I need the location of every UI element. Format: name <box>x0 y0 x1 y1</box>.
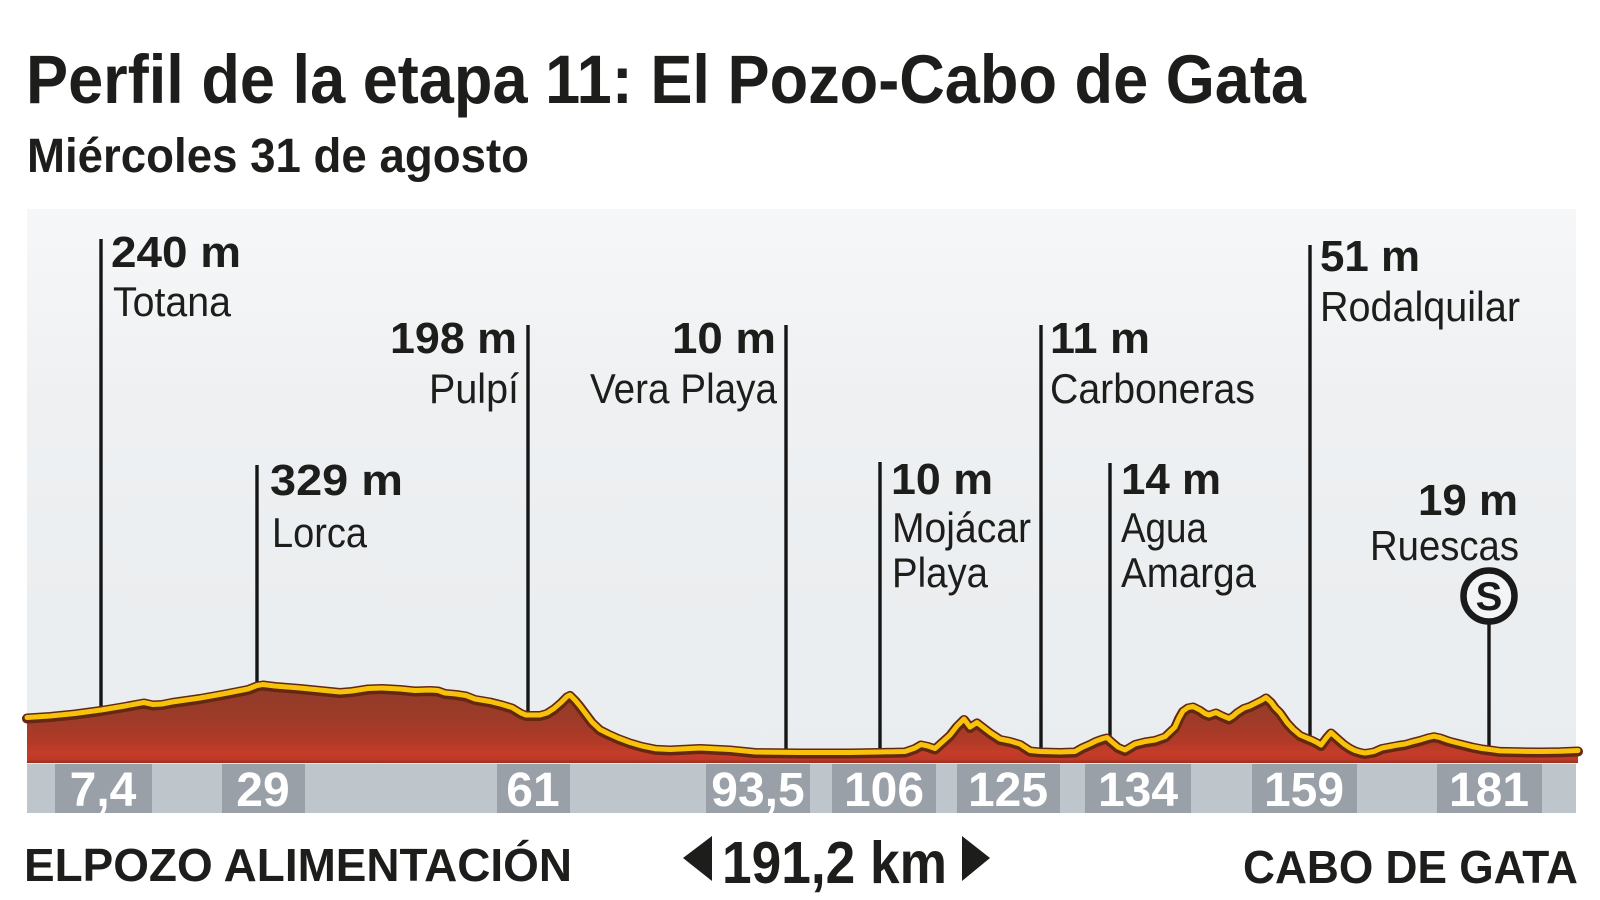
svg-text:ELPOZO ALIMENTACIÓN: ELPOZO ALIMENTACIÓN <box>24 839 572 891</box>
svg-text:329 m: 329 m <box>270 456 403 505</box>
svg-text:Perfil de la etapa 11: El Pozo: Perfil de la etapa 11: El Pozo-Cabo de G… <box>26 41 1307 118</box>
svg-text:29: 29 <box>236 764 289 817</box>
svg-text:198 m: 198 m <box>390 314 517 363</box>
svg-text:Totana: Totana <box>113 278 232 325</box>
svg-text:Lorca: Lorca <box>272 509 368 556</box>
svg-text:Pulpí: Pulpí <box>429 365 519 412</box>
svg-text:Vera Playa: Vera Playa <box>590 365 778 412</box>
svg-text:10 m: 10 m <box>891 455 993 504</box>
svg-text:11 m: 11 m <box>1050 314 1150 363</box>
svg-text:61: 61 <box>506 764 559 817</box>
svg-text:Mojácar: Mojácar <box>892 504 1031 551</box>
svg-text:51 m: 51 m <box>1320 232 1420 281</box>
svg-text:125: 125 <box>968 764 1048 817</box>
svg-text:159: 159 <box>1264 764 1344 817</box>
svg-text:Carboneras: Carboneras <box>1050 365 1255 412</box>
svg-text:10 m: 10 m <box>672 314 776 363</box>
svg-text:19 m: 19 m <box>1418 476 1518 525</box>
svg-text:Miércoles 31 de agosto: Miércoles 31 de agosto <box>27 130 529 183</box>
svg-text:191,2 km: 191,2 km <box>722 830 947 896</box>
svg-text:S: S <box>1476 575 1503 619</box>
svg-text:240 m: 240 m <box>111 228 241 277</box>
svg-text:14 m: 14 m <box>1121 455 1221 504</box>
svg-text:134: 134 <box>1098 764 1178 817</box>
svg-text:Playa: Playa <box>892 549 989 596</box>
svg-text:Ruescas: Ruescas <box>1370 522 1519 569</box>
svg-text:Agua: Agua <box>1121 504 1208 551</box>
svg-text:106: 106 <box>844 764 924 817</box>
svg-text:181: 181 <box>1449 764 1529 817</box>
svg-text:7,4: 7,4 <box>70 764 137 817</box>
svg-text:93,5: 93,5 <box>711 764 804 817</box>
svg-text:CABO DE GATA: CABO DE GATA <box>1243 841 1578 893</box>
svg-text:Amarga: Amarga <box>1121 549 1257 596</box>
svg-text:Rodalquilar: Rodalquilar <box>1320 283 1520 330</box>
